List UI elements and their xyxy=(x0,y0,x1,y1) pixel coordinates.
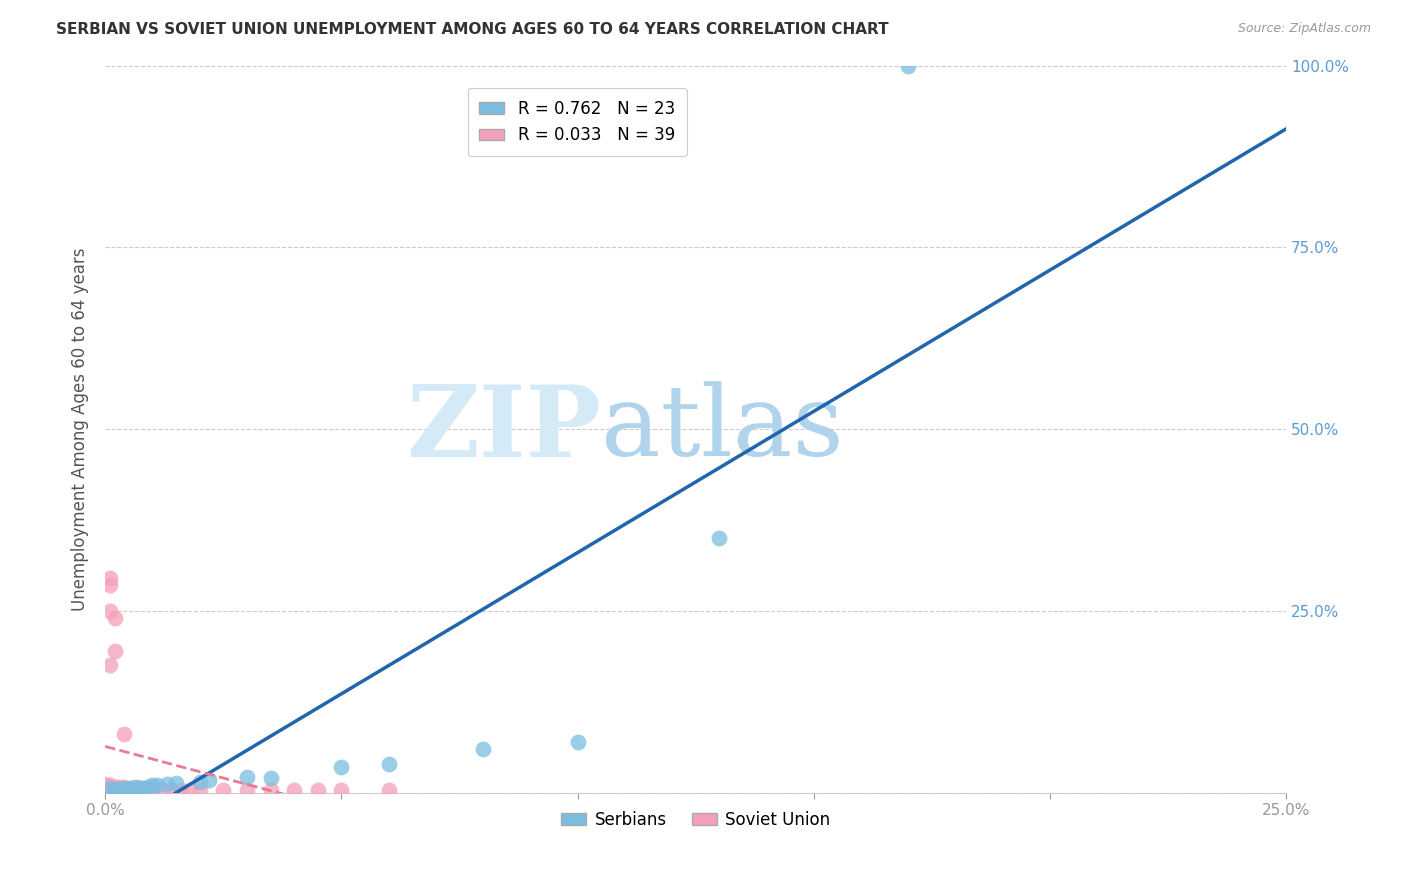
Point xyxy=(112,727,135,741)
Point xyxy=(132,781,155,796)
Point xyxy=(188,782,211,797)
Point xyxy=(98,571,121,585)
Point xyxy=(104,782,127,797)
Point xyxy=(146,778,169,792)
Point xyxy=(98,778,121,792)
Point xyxy=(165,776,187,790)
Point xyxy=(160,782,183,797)
Point xyxy=(127,782,149,797)
Point xyxy=(98,658,121,673)
Point xyxy=(283,782,305,797)
Point xyxy=(156,777,179,791)
Point xyxy=(188,774,211,789)
Point xyxy=(98,780,121,795)
Point xyxy=(122,782,145,797)
Point xyxy=(330,782,353,797)
Point xyxy=(259,771,281,785)
Point xyxy=(108,782,131,797)
Point xyxy=(897,59,920,73)
Point xyxy=(104,611,127,625)
Point xyxy=(108,782,131,797)
Point xyxy=(141,778,163,792)
Text: ZIP: ZIP xyxy=(406,381,602,477)
Text: Source: ZipAtlas.com: Source: ZipAtlas.com xyxy=(1237,22,1371,36)
Point xyxy=(98,782,121,797)
Point xyxy=(98,604,121,618)
Point xyxy=(104,782,127,797)
Point xyxy=(112,782,135,797)
Point xyxy=(212,782,235,797)
Point xyxy=(98,578,121,592)
Point xyxy=(377,782,399,797)
Point xyxy=(132,782,155,797)
Point xyxy=(236,782,259,797)
Text: atlas: atlas xyxy=(602,381,844,477)
Point xyxy=(98,781,121,796)
Point xyxy=(127,780,149,794)
Point xyxy=(112,780,135,795)
Point xyxy=(104,780,127,794)
Point xyxy=(94,780,117,794)
Point xyxy=(122,780,145,794)
Point xyxy=(377,756,399,771)
Point xyxy=(141,782,163,797)
Point xyxy=(330,760,353,774)
Point xyxy=(94,782,117,797)
Point xyxy=(472,742,495,756)
Text: SERBIAN VS SOVIET UNION UNEMPLOYMENT AMONG AGES 60 TO 64 YEARS CORRELATION CHART: SERBIAN VS SOVIET UNION UNEMPLOYMENT AMO… xyxy=(56,22,889,37)
Point xyxy=(104,644,127,658)
Point xyxy=(567,735,589,749)
Point xyxy=(709,531,731,545)
Point xyxy=(198,772,221,787)
Point xyxy=(150,782,173,797)
Point xyxy=(94,777,117,791)
Point xyxy=(118,782,141,797)
Point xyxy=(307,782,329,797)
Point xyxy=(136,780,159,794)
Point xyxy=(118,780,141,795)
Point xyxy=(127,780,149,795)
Point xyxy=(236,770,259,784)
Point xyxy=(136,782,159,797)
Point xyxy=(112,780,135,794)
Point xyxy=(179,782,201,797)
Point xyxy=(108,780,131,794)
Y-axis label: Unemployment Among Ages 60 to 64 years: Unemployment Among Ages 60 to 64 years xyxy=(72,247,89,611)
Point xyxy=(259,782,281,797)
Legend: Serbians, Soviet Union: Serbians, Soviet Union xyxy=(554,804,837,835)
Point xyxy=(170,782,193,797)
Point xyxy=(118,782,141,797)
